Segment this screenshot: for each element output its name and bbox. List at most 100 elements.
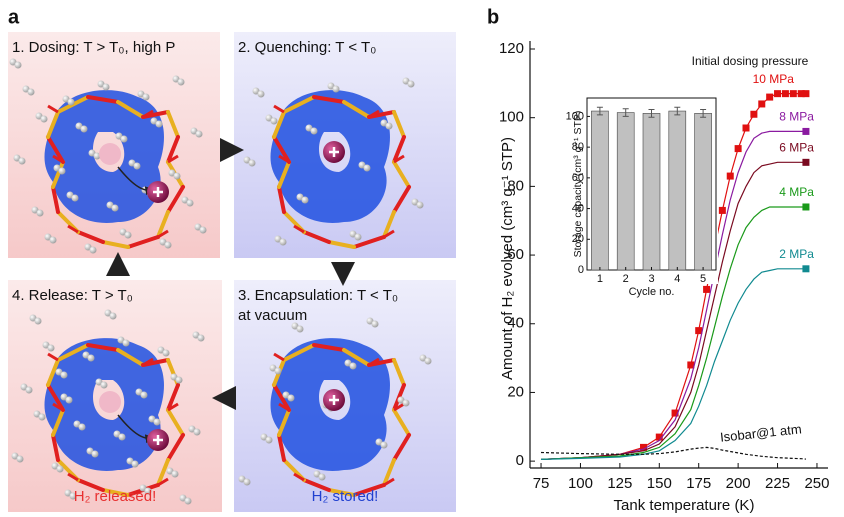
x-tick-label: 100 bbox=[568, 475, 593, 492]
bond bbox=[342, 348, 371, 367]
marker bbox=[781, 90, 789, 98]
bond bbox=[272, 135, 291, 164]
bond bbox=[272, 383, 291, 412]
step-title: 2. Quenching: T < T₀ bbox=[238, 39, 376, 56]
h2-atom bbox=[102, 83, 110, 91]
h2-atom bbox=[47, 344, 55, 352]
cage bbox=[11, 309, 205, 505]
h2-atom bbox=[155, 120, 163, 128]
cage bbox=[9, 58, 207, 254]
step-subtitle: at vacuum bbox=[238, 307, 307, 324]
bar bbox=[642, 113, 661, 271]
x-tick-label: 225 bbox=[765, 475, 790, 492]
panel-a: a 1. Dosing: T > T₀, high P 2. Quenching… bbox=[8, 6, 456, 512]
h2-atom bbox=[186, 199, 194, 207]
h2-atom bbox=[177, 78, 185, 86]
h2-atom bbox=[248, 159, 256, 167]
x-tick-label: 5 bbox=[700, 273, 706, 285]
cation-ghost bbox=[99, 143, 121, 165]
end-marker bbox=[802, 158, 810, 166]
bond bbox=[368, 109, 380, 119]
h2-atom bbox=[371, 320, 379, 328]
bond bbox=[51, 160, 65, 189]
x-tick-label: 125 bbox=[607, 475, 632, 492]
bond bbox=[46, 110, 60, 139]
bar bbox=[591, 110, 609, 271]
step-box bbox=[234, 32, 456, 258]
h2-atom bbox=[363, 164, 371, 172]
h2-atom bbox=[332, 85, 340, 93]
bond bbox=[392, 110, 406, 139]
h2-atom bbox=[58, 167, 66, 175]
x-tick-label: 4 bbox=[674, 273, 680, 285]
end-marker bbox=[802, 265, 810, 273]
x-axis-label: Tank temperature (K) bbox=[614, 497, 755, 514]
bond bbox=[116, 100, 145, 119]
panel-label: a bbox=[8, 6, 20, 28]
bond bbox=[51, 185, 60, 214]
y-tick-label: 0 bbox=[578, 264, 584, 276]
panel-label: b bbox=[487, 6, 499, 28]
step-title: 1. Dosing: T > T₀, high P bbox=[12, 39, 175, 56]
h2-atom bbox=[40, 115, 48, 123]
bond bbox=[166, 408, 185, 437]
h2-atom bbox=[175, 376, 183, 384]
h2-atom bbox=[93, 152, 101, 160]
h2-atom bbox=[14, 61, 22, 69]
end-marker bbox=[802, 203, 810, 211]
end-marker bbox=[802, 127, 810, 135]
bond bbox=[86, 95, 120, 104]
step-title: 3. Encapsulation: T < T₀ bbox=[238, 287, 398, 304]
series-label: 10 MPa bbox=[753, 72, 795, 86]
h2-atom bbox=[184, 497, 192, 505]
h2-atom bbox=[25, 386, 33, 394]
h2-atom bbox=[122, 339, 130, 347]
series-line bbox=[540, 93, 806, 460]
bond bbox=[126, 235, 160, 249]
h2-atom bbox=[65, 396, 73, 404]
h2-atom bbox=[279, 238, 287, 246]
h2-atom bbox=[87, 354, 95, 362]
h2-atom bbox=[193, 428, 201, 436]
x-tick-label: 250 bbox=[804, 475, 829, 492]
series-label: 4 MPa bbox=[779, 185, 814, 199]
h2-atom bbox=[385, 122, 393, 130]
step-title: 4. Release: T > T₀ bbox=[12, 287, 133, 304]
bond bbox=[302, 478, 331, 492]
step-caption: H₂ stored! bbox=[312, 488, 379, 505]
y-tick-label: 20 bbox=[507, 383, 524, 400]
h2-atom bbox=[380, 441, 388, 449]
y-tick-label: 60 bbox=[507, 246, 524, 263]
annotation: Initial dosing pressure bbox=[692, 54, 809, 68]
bond bbox=[166, 135, 180, 164]
bar bbox=[616, 112, 635, 271]
h2-atom bbox=[164, 241, 172, 249]
h2-atom bbox=[78, 423, 86, 431]
marker bbox=[655, 433, 663, 441]
h2-atom bbox=[118, 433, 126, 441]
h2-atom bbox=[131, 460, 139, 468]
bond bbox=[47, 352, 59, 362]
h2-atom bbox=[60, 371, 68, 379]
h2-atom bbox=[424, 357, 432, 365]
cage bbox=[238, 317, 432, 497]
h2-atom bbox=[199, 226, 207, 234]
marker bbox=[789, 90, 797, 98]
h2-atom bbox=[287, 394, 295, 402]
bond bbox=[166, 433, 185, 462]
bond bbox=[142, 357, 154, 367]
h2-atom bbox=[195, 130, 203, 138]
h2-atom bbox=[274, 367, 282, 375]
y-tick-label: 40 bbox=[507, 315, 524, 332]
series-label: 8 MPa bbox=[779, 110, 814, 124]
bond bbox=[142, 109, 154, 119]
x-tick-label: 175 bbox=[686, 475, 711, 492]
h2-atom bbox=[109, 312, 117, 320]
x-tick-label: 75 bbox=[533, 475, 550, 492]
cage-surface bbox=[270, 90, 390, 223]
h2-atom bbox=[144, 487, 152, 495]
marker bbox=[718, 206, 726, 214]
y-tick-label: 80 bbox=[572, 141, 584, 153]
